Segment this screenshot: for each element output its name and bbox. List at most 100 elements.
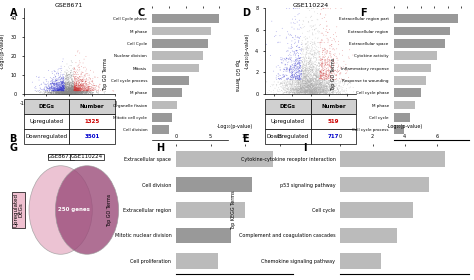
Point [323, 68, 330, 73]
Point [85, 90, 93, 95]
Point [54, 78, 61, 82]
Point [86, 89, 93, 94]
Point [319, 87, 326, 91]
Point [61, 91, 68, 95]
Point [281, 81, 288, 85]
Point [57, 89, 64, 94]
Point [76, 90, 84, 94]
Point [319, 61, 327, 66]
Point [61, 70, 69, 75]
Point [86, 90, 94, 95]
Point [302, 90, 310, 94]
Point [318, 83, 325, 87]
Point [291, 51, 298, 55]
Point [86, 87, 93, 91]
Point [54, 85, 62, 89]
Point [300, 79, 308, 83]
Point [286, 33, 294, 37]
Point [338, 48, 346, 53]
Point [312, 73, 319, 78]
Point [67, 91, 74, 95]
Point [291, 66, 299, 70]
Point [84, 87, 91, 92]
Point [298, 86, 306, 90]
Point [313, 72, 320, 76]
Point [304, 78, 311, 83]
Point [296, 90, 303, 95]
Point [312, 81, 319, 85]
Point [291, 91, 299, 95]
Point [323, 80, 330, 85]
Point [292, 80, 300, 84]
Point [82, 85, 89, 89]
Point [326, 82, 334, 87]
Point [327, 74, 334, 78]
Point [313, 63, 321, 68]
Point [319, 88, 327, 92]
Point [82, 91, 89, 95]
Point [330, 71, 338, 76]
Point [76, 86, 83, 91]
Point [57, 91, 64, 95]
Point [298, 83, 305, 88]
Point [305, 80, 313, 84]
Point [327, 66, 335, 70]
Point [72, 89, 79, 94]
Point [299, 84, 307, 88]
Point [66, 83, 73, 87]
Point [318, 64, 326, 68]
Point [76, 90, 84, 94]
Point [85, 82, 93, 86]
Point [328, 54, 335, 59]
Point [48, 82, 55, 87]
Point [320, 85, 328, 89]
Point [310, 83, 317, 88]
Point [55, 81, 62, 85]
Point [71, 90, 79, 95]
Point [312, 82, 320, 87]
Point [294, 89, 301, 93]
Point [66, 87, 73, 92]
Point [313, 68, 320, 73]
Point [314, 85, 321, 90]
Point [49, 91, 57, 96]
Point [53, 82, 61, 87]
Point [69, 90, 77, 95]
Point [309, 87, 316, 91]
Point [73, 86, 81, 90]
Point [88, 85, 95, 90]
Point [323, 83, 331, 88]
Point [54, 90, 61, 94]
Point [55, 91, 63, 95]
Point [299, 46, 307, 50]
Point [300, 91, 308, 96]
Point [293, 44, 301, 49]
Point [72, 85, 79, 89]
Point [62, 77, 70, 81]
Point [321, 59, 329, 64]
Point [72, 91, 79, 95]
Point [307, 51, 315, 55]
Point [289, 45, 296, 50]
Point [308, 81, 315, 86]
Point [73, 89, 80, 94]
Point [301, 71, 309, 75]
Point [75, 85, 83, 89]
Point [313, 67, 320, 72]
Point [296, 88, 303, 92]
Point [300, 76, 307, 80]
Point [289, 69, 296, 74]
Point [308, 88, 315, 93]
Point [47, 82, 55, 86]
Point [307, 64, 314, 68]
Point [68, 82, 76, 87]
Point [295, 88, 303, 92]
Point [63, 76, 70, 80]
Point [68, 83, 76, 87]
Point [56, 90, 64, 95]
Point [72, 83, 79, 88]
Point [68, 74, 75, 79]
Point [57, 82, 65, 87]
Point [319, 73, 327, 77]
Point [71, 88, 78, 93]
